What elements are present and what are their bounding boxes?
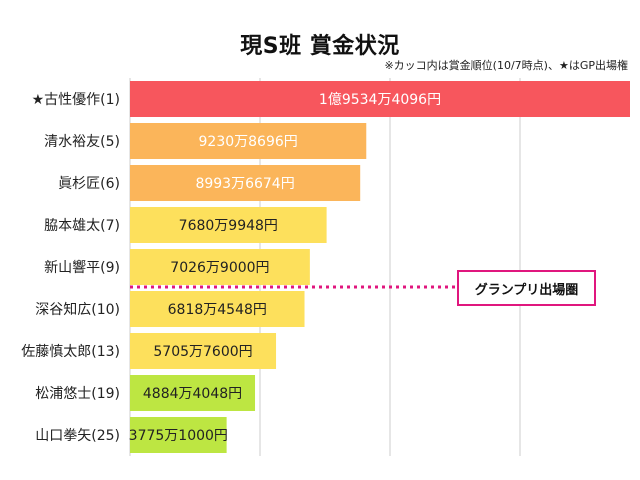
bar xyxy=(130,333,277,369)
category-label: 新山響平(9) xyxy=(44,259,120,276)
grand-prix-cutoff-callout: グランプリ出場圏 xyxy=(457,270,596,306)
chart-note: ※カッコ内は賞金順位(10/7時点)、★はGP出場権 xyxy=(384,59,628,72)
category-label: 深谷知広(10) xyxy=(35,301,120,318)
category-label: ★古性優作(1) xyxy=(32,92,120,108)
value-label: 8993万6674円 xyxy=(195,176,294,192)
bar xyxy=(130,375,256,411)
bar xyxy=(130,207,327,243)
value-label: 9230万8696円 xyxy=(199,134,298,150)
value-label: 6818万4548円 xyxy=(168,302,267,318)
value-label: 7680万9948円 xyxy=(179,218,278,234)
category-label: 佐藤慎太郎(13) xyxy=(21,344,120,360)
value-label: 1億9534万4096円 xyxy=(319,92,441,108)
category-label: 松浦悠士(19) xyxy=(35,386,120,402)
bar xyxy=(130,249,310,285)
value-label: 7026万9000円 xyxy=(170,260,269,276)
value-label: 3775万1000円 xyxy=(129,428,228,444)
chart-title: 現S班 賞金状況 xyxy=(240,34,400,59)
bar xyxy=(130,165,361,201)
category-label: 眞杉匠(6) xyxy=(58,176,120,192)
bar xyxy=(130,123,367,159)
bar xyxy=(130,291,305,327)
value-label: 5705万7600円 xyxy=(153,344,252,360)
bar xyxy=(130,417,227,453)
bar xyxy=(130,81,630,117)
category-label: 山口拳矢(25) xyxy=(35,428,120,444)
value-label: 4884万4048円 xyxy=(143,386,242,402)
category-label: 脇本雄太(7) xyxy=(44,218,120,234)
category-label: 清水裕友(5) xyxy=(44,134,120,150)
